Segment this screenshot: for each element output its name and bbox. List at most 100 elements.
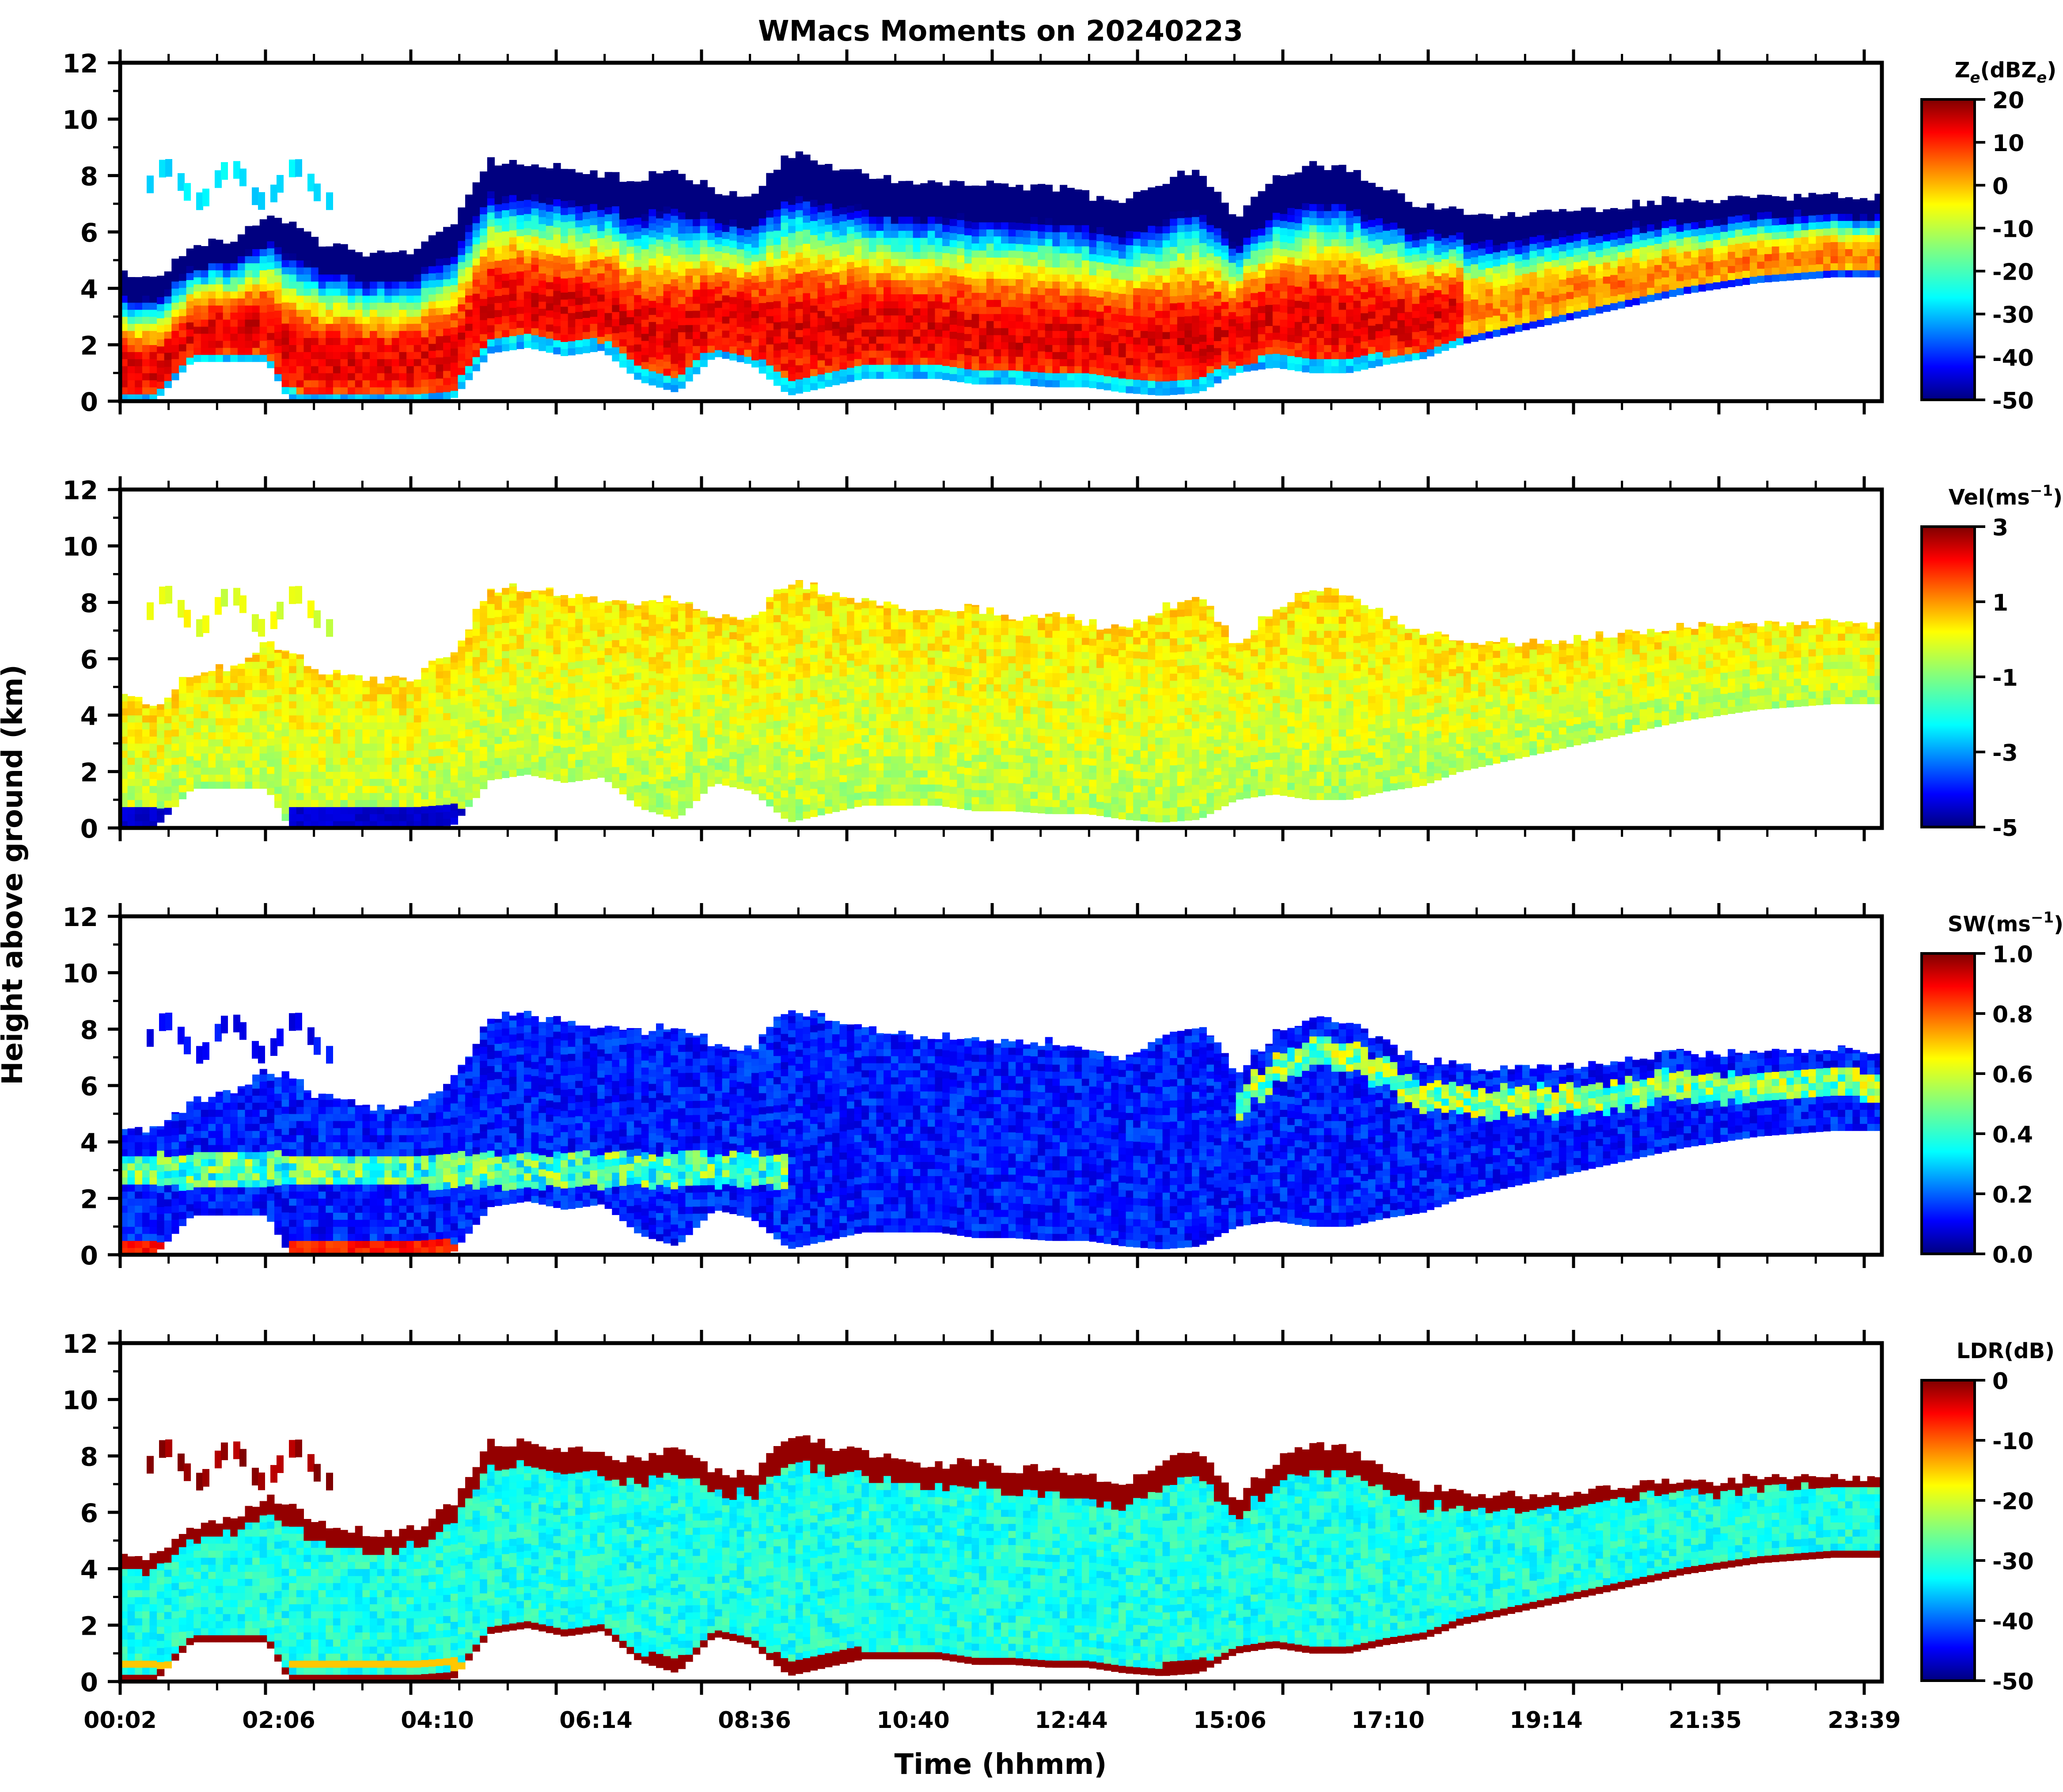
- heatmap-cell: [509, 194, 517, 202]
- heatmap-cell: [766, 210, 774, 218]
- heatmap-cell: [289, 246, 297, 254]
- heatmap-cell: [832, 349, 840, 357]
- heatmap-cell: [751, 332, 759, 339]
- heatmap-cell: [333, 309, 341, 317]
- heatmap-cell: [854, 267, 862, 275]
- heatmap-cell: [590, 323, 598, 331]
- heatmap-cell: [744, 307, 752, 315]
- heatmap-cell: [685, 261, 693, 269]
- heatmap-cell: [1243, 205, 1251, 210]
- heatmap-cell: [1236, 302, 1244, 310]
- heatmap-cell: [795, 301, 803, 309]
- heatmap-cell: [641, 284, 649, 292]
- heatmap-cell: [1294, 216, 1302, 224]
- heatmap-cell: [795, 217, 803, 224]
- heatmap-cell: [971, 370, 979, 378]
- heatmap-cell: [693, 282, 701, 290]
- heatmap-cell: [884, 202, 891, 210]
- heatmap-cell: [1463, 230, 1471, 238]
- heatmap-cell: [178, 308, 187, 316]
- heatmap-cell: [546, 289, 554, 296]
- heatmap-cell: [656, 317, 664, 324]
- heatmap-cell: [465, 196, 473, 204]
- heatmap-cell: [384, 352, 392, 359]
- heatmap-cell: [1118, 258, 1126, 266]
- heatmap-cell: [326, 373, 334, 380]
- heatmap-cell: [604, 270, 612, 278]
- heatmap-cell: [223, 312, 231, 320]
- heatmap-cell: [949, 275, 957, 283]
- heatmap-cell: [1023, 216, 1031, 224]
- heatmap-cell: [421, 252, 429, 260]
- heatmap-cell: [1302, 365, 1310, 372]
- heatmap-cell: [1339, 253, 1346, 261]
- heatmap-cell: [531, 180, 539, 187]
- heatmap-cell: [1346, 351, 1354, 359]
- heatmap-cell: [1331, 165, 1339, 169]
- heatmap-cell: [1192, 294, 1200, 302]
- heatmap-cell: [1309, 161, 1317, 162]
- heatmap-cell: [450, 313, 458, 321]
- heatmap-cell: [671, 300, 679, 308]
- heatmap-cell: [744, 222, 752, 230]
- heatmap-cell: [678, 275, 686, 283]
- heatmap-cell: [1126, 315, 1134, 323]
- heatmap-cell: [832, 180, 840, 188]
- heatmap-cell: [1236, 295, 1244, 303]
- heatmap-cell: [421, 266, 429, 274]
- heatmap-cell: [1140, 218, 1148, 225]
- heatmap-cell: [847, 339, 855, 347]
- heatmap-cell: [1339, 323, 1346, 331]
- heatmap-cell: [443, 251, 451, 258]
- heatmap-cell: [744, 251, 752, 258]
- heatmap-cell: [1309, 366, 1317, 373]
- heatmap-cell: [590, 302, 598, 310]
- heatmap-cell: [986, 370, 994, 378]
- heatmap-cell: [1023, 343, 1031, 350]
- heatmap-cell: [355, 345, 363, 352]
- heatmap-cell: [1507, 212, 1515, 214]
- heatmap-cell: [663, 382, 671, 390]
- heatmap-cell: [825, 281, 833, 289]
- heatmap-cell: [1302, 344, 1310, 351]
- heatmap-cell: [766, 337, 774, 345]
- heatmap-cell: [458, 219, 466, 227]
- heatmap-cell: [1397, 263, 1405, 271]
- heatmap-cell: [758, 253, 766, 261]
- heatmap-cell: [391, 323, 399, 331]
- heatmap-cell: [193, 284, 201, 292]
- heatmap-cell: [758, 281, 766, 289]
- heatmap-cell: [1441, 294, 1449, 302]
- heatmap-cell: [1140, 352, 1148, 359]
- heatmap-cell: [1500, 250, 1508, 258]
- heatmap-cell: [1229, 311, 1236, 319]
- heatmap-cell: [1375, 260, 1383, 268]
- heatmap-cell: [1074, 211, 1082, 218]
- heatmap-cell: [164, 352, 172, 360]
- heatmap-cell: [715, 216, 723, 224]
- heatmap-cell: [1162, 226, 1170, 234]
- heatmap-cell: [237, 277, 246, 285]
- heatmap-cell: [781, 194, 789, 202]
- heatmap-cell: [1500, 278, 1508, 286]
- heatmap-cell: [575, 262, 583, 270]
- heatmap-cell: [671, 335, 679, 343]
- heatmap-cell: [604, 285, 612, 292]
- heatmap-cell: [311, 338, 319, 345]
- heatmap-cell: [671, 364, 679, 371]
- heatmap-cell: [803, 215, 811, 223]
- heatmap-cell: [171, 281, 179, 289]
- heatmap-cell: [986, 264, 994, 272]
- heatmap-cell: [626, 253, 634, 261]
- heatmap-cell: [656, 281, 664, 289]
- heatmap-cell: [1016, 187, 1024, 195]
- heatmap-cell: [208, 347, 216, 355]
- heatmap-cell: [149, 352, 157, 359]
- heatmap-cell: [979, 222, 987, 230]
- heatmap-cell: [1038, 224, 1046, 232]
- heatmap-cell: [362, 274, 370, 282]
- heatmap-cell: [1236, 232, 1244, 239]
- heatmap-cell: [568, 285, 576, 292]
- heatmap-cell: [1463, 237, 1471, 245]
- heatmap-cell: [971, 356, 979, 364]
